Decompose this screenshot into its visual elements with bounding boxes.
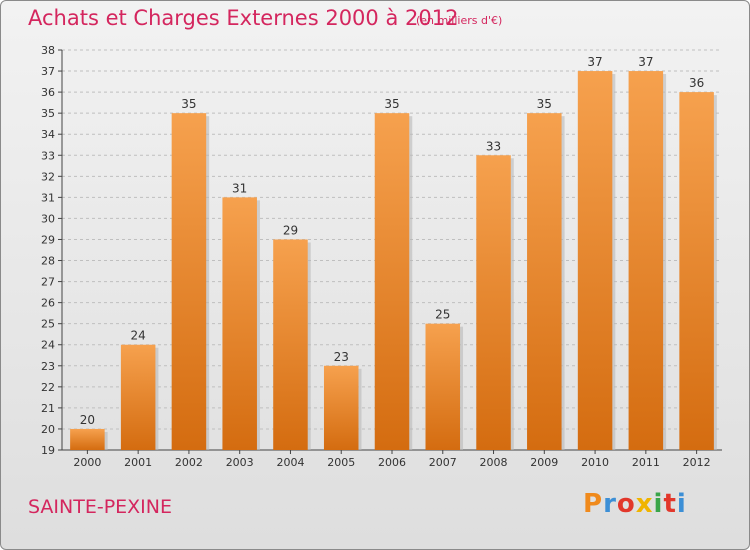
logo-letter: r <box>603 489 617 519</box>
x-tick-label: 2004 <box>276 456 304 469</box>
y-tick-label: 32 <box>41 170 55 183</box>
x-tick-label: 2002 <box>175 456 203 469</box>
bar <box>120 344 156 450</box>
x-tick-label: 2001 <box>124 456 152 469</box>
bar <box>476 155 511 450</box>
x-tick-label: 2007 <box>429 456 457 469</box>
x-tick-label: 2003 <box>226 456 254 469</box>
y-tick-label: 31 <box>41 191 55 204</box>
bar-value-label: 37 <box>638 55 653 69</box>
chart-title: Achats et Charges Externes 2000 à 2012 <box>28 6 459 30</box>
bar-value-label: 35 <box>181 97 196 111</box>
city-name: SAINTE-PEXINE <box>28 496 172 518</box>
logo-letter: x <box>635 489 654 519</box>
bar <box>323 365 359 450</box>
bar-value-label: 35 <box>384 97 399 111</box>
logo-letter: o <box>616 489 636 519</box>
bar-value-label: 36 <box>689 76 704 90</box>
bar <box>425 323 461 450</box>
bar-value-label: 23 <box>334 350 349 364</box>
bar-value-label: 37 <box>587 55 602 69</box>
bar <box>527 113 562 450</box>
y-tick-label: 35 <box>41 107 55 120</box>
x-tick-label: 2009 <box>530 456 558 469</box>
y-tick-label: 19 <box>41 444 55 457</box>
x-tick-label: 2008 <box>480 456 508 469</box>
bar-value-label: 20 <box>80 413 95 427</box>
bar-value-label: 31 <box>232 181 247 195</box>
bar <box>273 239 308 450</box>
y-tick-label: 22 <box>41 381 55 394</box>
x-axis-labels: 2000 2001 2002 2003 2004 2005 2006 2007 2008 2009… <box>73 450 711 469</box>
y-tick-label: 23 <box>41 360 55 373</box>
y-tick-label: 28 <box>41 255 55 268</box>
y-tick-label: 27 <box>41 276 55 289</box>
y-tick-label: 25 <box>41 318 55 331</box>
proxiti-logo: Proxiti <box>583 489 687 519</box>
y-tick-label: 21 <box>41 402 55 415</box>
y-tick-label: 36 <box>41 86 55 99</box>
bar-value-label: 33 <box>486 139 501 153</box>
logo-letter: t <box>663 489 677 519</box>
x-tick-label: 2006 <box>378 456 406 469</box>
bar <box>374 113 410 450</box>
x-tick-label: 2012 <box>683 456 711 469</box>
y-tick-label: 24 <box>41 339 55 352</box>
y-tick-label: 34 <box>41 128 55 141</box>
bar-value-label: 24 <box>131 329 146 343</box>
bar-value-label: 35 <box>537 97 552 111</box>
y-tick-label: 29 <box>41 233 55 246</box>
logo-letter: i <box>676 489 687 519</box>
bar <box>70 428 105 450</box>
x-tick-label: 2011 <box>632 456 660 469</box>
bar-value-label: 25 <box>435 308 450 322</box>
y-tick-label: 26 <box>41 297 55 310</box>
y-tick-label: 38 <box>41 44 55 57</box>
x-tick-label: 2010 <box>581 456 609 469</box>
y-tick-label: 30 <box>41 212 55 225</box>
logo-letter: P <box>583 489 604 519</box>
bars: 20 24 35 31 29 23 35 25 33 35 37 37 36 <box>70 55 717 451</box>
chart-subtitle: (en milliers d'€) <box>416 14 503 27</box>
y-tick-label: 33 <box>41 149 55 162</box>
bar <box>222 197 257 450</box>
bar <box>679 92 714 451</box>
y-tick-label: 20 <box>41 423 55 436</box>
bar <box>577 71 613 450</box>
bar-value-label: 29 <box>283 223 298 237</box>
logo-letter: i <box>653 489 664 519</box>
x-tick-label: 2000 <box>73 456 101 469</box>
y-tick-label: 37 <box>41 65 55 78</box>
bar <box>171 113 207 450</box>
bar <box>628 71 664 450</box>
x-tick-label: 2005 <box>327 456 355 469</box>
